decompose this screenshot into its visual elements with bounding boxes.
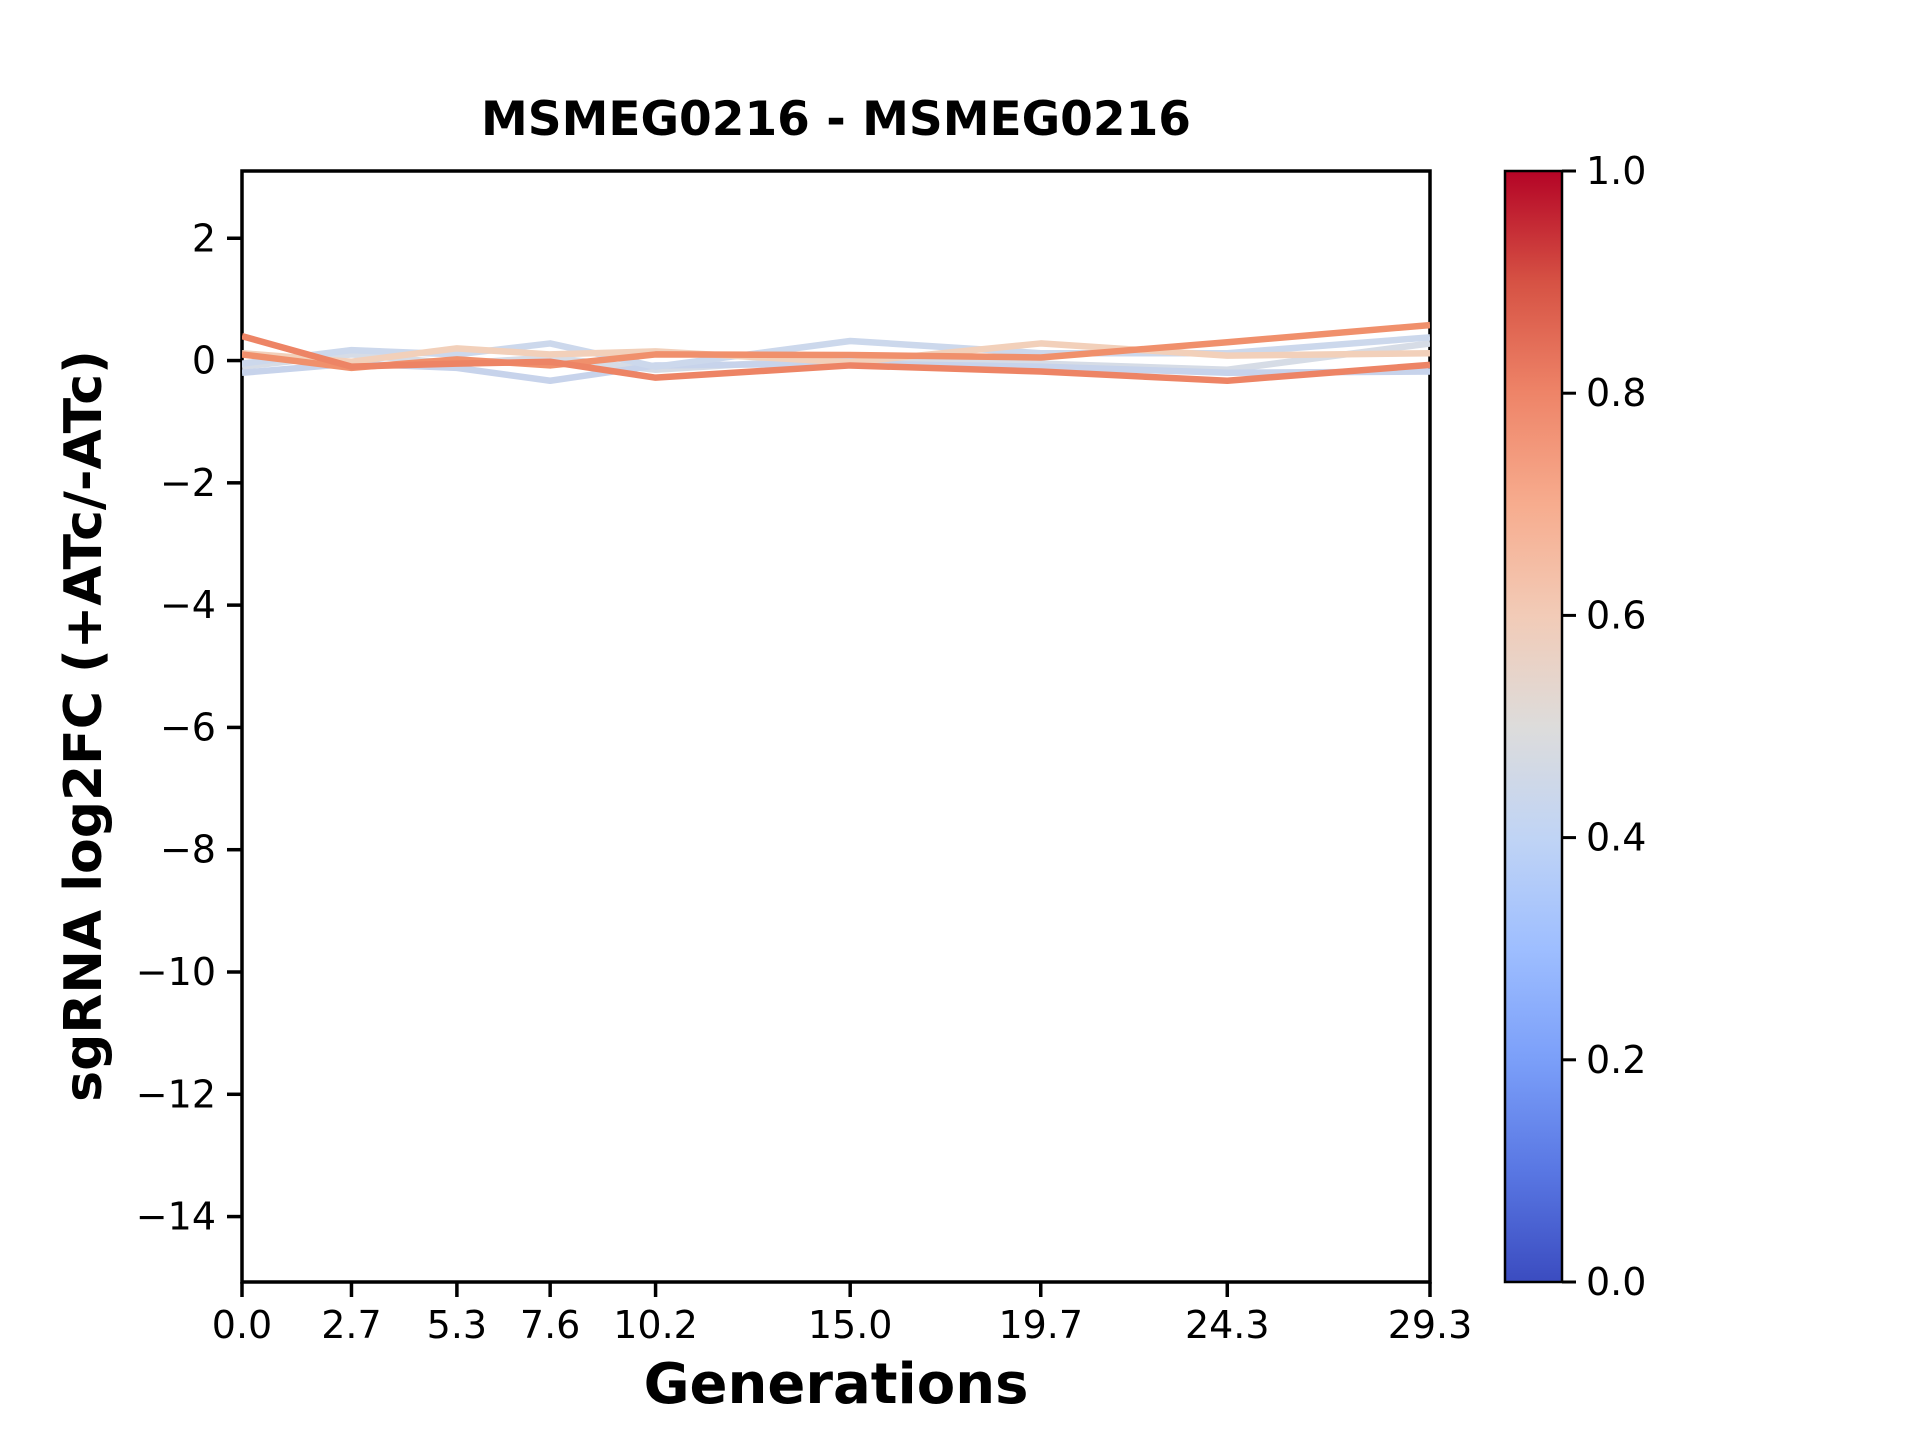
chart-title: MSMEG0216 - MSMEG0216 xyxy=(480,92,1191,147)
x-axis-label: Generations xyxy=(643,1352,1029,1417)
x-tick-label: 7.6 xyxy=(520,1303,580,1347)
colorbar-tick-label: 1.0 xyxy=(1586,149,1646,193)
colorbar-tick-label: 0.2 xyxy=(1586,1038,1646,1082)
series-lines xyxy=(242,321,1430,384)
x-tick-label: 5.3 xyxy=(427,1303,487,1347)
x-tick-label: 2.7 xyxy=(321,1303,381,1347)
x-tick-label: 0.0 xyxy=(212,1303,272,1347)
y-tick-label: −4 xyxy=(160,583,216,627)
y-tick-label: −2 xyxy=(160,461,216,505)
colorbar-tick-label: 0.4 xyxy=(1586,816,1646,860)
y-tick-label: −6 xyxy=(160,705,216,749)
y-tick-label: −12 xyxy=(136,1072,216,1116)
y-tick-label: −8 xyxy=(160,828,216,872)
x-tick-label: 19.7 xyxy=(998,1303,1083,1347)
series-line-sgRNA-1 xyxy=(242,332,1430,384)
y-tick-label: 0 xyxy=(192,339,216,383)
colorbar-tick-label: 0.8 xyxy=(1586,371,1646,415)
colorbar-tick-label: 0.6 xyxy=(1586,593,1646,637)
x-tick-label: 24.3 xyxy=(1185,1303,1270,1347)
y-tick-label: −14 xyxy=(136,1195,216,1239)
x-tick-label: 10.2 xyxy=(613,1303,698,1347)
x-tick-label: 15.0 xyxy=(808,1303,893,1347)
colorbar xyxy=(1503,169,1564,1284)
y-tick-label: 2 xyxy=(192,216,216,260)
colorbar-tick-label: 0.0 xyxy=(1586,1260,1646,1304)
x-tick-label: 29.3 xyxy=(1388,1303,1473,1347)
y-tick-label: −10 xyxy=(136,950,216,994)
